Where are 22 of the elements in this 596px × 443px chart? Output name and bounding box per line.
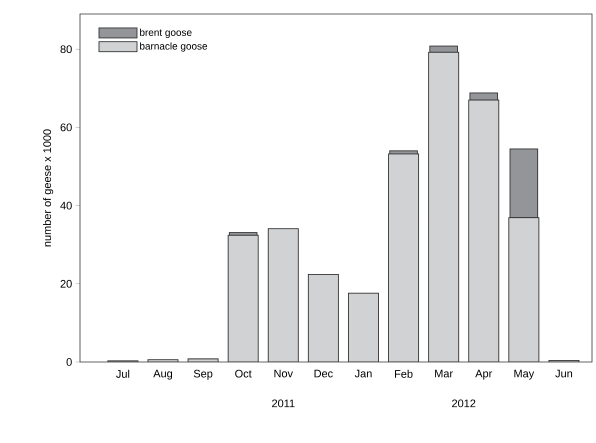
y-tick-label: 80 — [60, 45, 72, 54]
x-tick-label: Dec — [314, 370, 333, 378]
x-tick-label: Oct — [235, 370, 252, 378]
x-tick-label: Aug — [153, 370, 172, 380]
x-tick-label: Nov — [274, 370, 293, 378]
text: 2012 — [452, 400, 476, 408]
x-tick-label: Mar — [435, 370, 453, 378]
text: 2011 — [272, 400, 295, 408]
y-tick-label: 20 — [60, 280, 72, 288]
x-tick-label: Jan — [354, 370, 372, 378]
y-tick-label: 40 — [60, 202, 72, 210]
x-tick-label: Jun — [555, 370, 572, 378]
y-tick-label: 60 — [60, 124, 72, 132]
x-tick-label: Jul — [116, 370, 130, 378]
x-tick-label: Apr — [475, 370, 492, 380]
x-tick-label: Feb — [395, 370, 413, 378]
x-tick-label: May — [514, 370, 534, 380]
legend-label: brent goose — [140, 28, 192, 38]
legend-label: barnacle goose — [140, 42, 208, 52]
y-axis-title: number of geese x 1000 — [42, 129, 54, 246]
y-tick-label: 0 — [66, 358, 72, 366]
x-tick-label: Sep — [194, 370, 212, 380]
